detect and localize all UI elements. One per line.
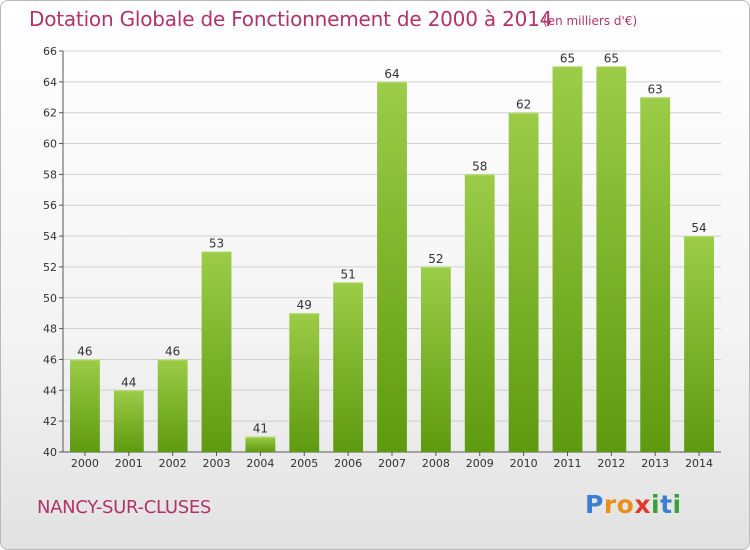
data-label-2004: 41 (253, 422, 268, 436)
logo-letter: t (660, 490, 673, 519)
data-label-2000: 46 (77, 344, 92, 358)
logo-letter: i (672, 490, 682, 519)
chart-title: Dotation Globale de Fonctionnement de 20… (29, 7, 553, 31)
y-tick-label: 40 (43, 446, 57, 459)
bar-2014 (684, 236, 714, 452)
bar-2011 (552, 66, 583, 452)
labels: 46 44 46 53 41 49 51 64 52 58 62 65 65 63 54 (77, 51, 706, 435)
bar-2004 (245, 436, 276, 452)
y-tick-label: 50 (43, 292, 57, 305)
bar-2010 (508, 112, 539, 452)
y-tick-label: 64 (43, 76, 57, 89)
logo-letter: o (616, 490, 635, 519)
x-tick-label-2006: 2006 (334, 457, 362, 470)
data-label-2006: 51 (340, 267, 355, 281)
data-label-2010: 62 (516, 98, 531, 112)
data-label-2007: 64 (384, 67, 399, 81)
x-tick-label-2009: 2009 (466, 457, 494, 470)
logo-letter: r (603, 490, 617, 519)
data-label-2003: 53 (209, 237, 224, 251)
commune-name: NANCY-SUR-CLUSES (37, 497, 212, 518)
chart-unit-note: (en milliers d'€) (543, 14, 638, 28)
x-tick-label-2010: 2010 (510, 457, 538, 470)
x-tick-label-2012: 2012 (597, 457, 625, 470)
axes: 40 42 44 46 48 50 52 54 56 58 60 62 64 66 2000 2001 2002… (43, 45, 721, 470)
data-label-2012: 65 (604, 51, 619, 65)
data-label-2014: 54 (691, 221, 706, 235)
y-tick-label: 56 (43, 199, 57, 212)
data-label-2005: 49 (297, 298, 312, 312)
y-tick-label: 60 (43, 138, 57, 151)
bar-2000 (70, 359, 100, 452)
x-tick-label-2011: 2011 (553, 457, 581, 470)
data-label-2008: 52 (428, 252, 443, 266)
x-tick-label-2008: 2008 (422, 457, 450, 470)
bar-2003 (201, 251, 232, 452)
bar-2007 (377, 81, 407, 452)
y-tick-label: 62 (43, 107, 57, 120)
bar-2006 (333, 282, 364, 452)
x-tick-label-2014: 2014 (685, 457, 713, 470)
x-tick-label-2001: 2001 (115, 457, 143, 470)
x-tick-label-2005: 2005 (290, 457, 318, 470)
bar-2008 (420, 266, 451, 452)
x-tick-label-2002: 2002 (159, 457, 187, 470)
x-tick-label-2000: 2000 (71, 457, 99, 470)
y-tick-label: 52 (43, 261, 57, 274)
x-tick-label-2003: 2003 (203, 457, 231, 470)
data-label-2002: 46 (165, 344, 180, 358)
bar-2013 (640, 97, 671, 453)
bar-2002 (157, 359, 188, 452)
y-tick-label: 42 (43, 415, 57, 428)
y-tick-label: 44 (43, 384, 57, 397)
bar-2005 (289, 313, 320, 452)
bar-2009 (464, 174, 495, 452)
x-tick-label-2013: 2013 (641, 457, 669, 470)
data-label-2001: 44 (121, 375, 136, 389)
x-tick-label-2004: 2004 (246, 457, 274, 470)
logo-letter: P (585, 490, 604, 519)
data-label-2009: 58 (472, 159, 487, 173)
y-tick-label: 58 (43, 168, 57, 181)
bar-2001 (113, 390, 144, 452)
y-tick-label: 54 (43, 230, 57, 243)
x-tick-label-2007: 2007 (378, 457, 406, 470)
y-tick-label: 46 (43, 353, 57, 366)
proxiti-logo: Proxiti (585, 490, 682, 519)
y-tick-label: 48 (43, 323, 57, 336)
bars (70, 66, 714, 453)
bar-2012 (596, 66, 627, 452)
data-label-2011: 65 (560, 51, 575, 65)
logo-letter: x (634, 490, 651, 519)
logo-letter: i (651, 490, 661, 519)
y-tick-label: 66 (43, 45, 57, 58)
data-label-2013: 63 (648, 82, 663, 96)
